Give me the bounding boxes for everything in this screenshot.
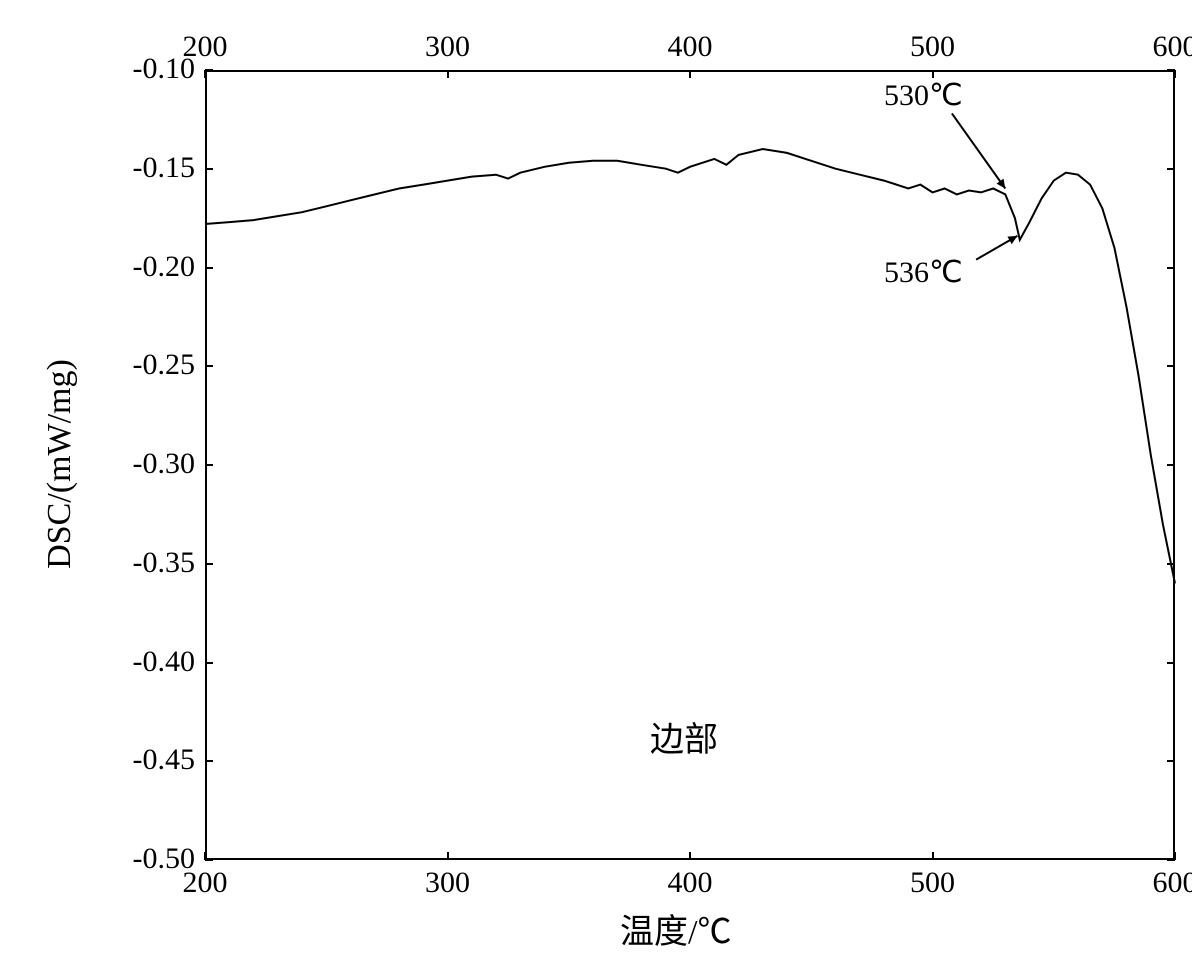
x-top-tick (1174, 70, 1176, 78)
y-tick-right (1167, 168, 1175, 170)
y-tick-right (1167, 563, 1175, 565)
y-tick-label: -0.20 (133, 250, 196, 284)
x-bottom-tick (689, 852, 691, 860)
x-top-tick-label: 300 (418, 30, 478, 64)
x-bottom-tick-label: 300 (418, 866, 478, 900)
y-tick (205, 563, 213, 565)
y-tick (205, 760, 213, 762)
y-tick (205, 168, 213, 170)
y-tick (205, 662, 213, 664)
x-top-tick (204, 70, 206, 78)
x-top-tick-label: 500 (903, 30, 963, 64)
x-bottom-tick (932, 852, 934, 860)
y-tick-right (1167, 464, 1175, 466)
y-tick-label: -0.30 (133, 447, 196, 481)
y-tick-right (1167, 859, 1175, 861)
y-tick (205, 859, 213, 861)
x-bottom-tick (447, 852, 449, 860)
x-bottom-tick-label: 500 (903, 866, 963, 900)
y-tick (205, 69, 213, 71)
x-bottom-tick-label: 600 (1145, 866, 1192, 900)
series-label: 边部 (650, 712, 718, 761)
y-tick-right (1167, 267, 1175, 269)
y-tick (205, 267, 213, 269)
y-tick-label: -0.10 (133, 52, 196, 86)
annotation-1: 536℃ (884, 255, 963, 290)
y-tick-right (1167, 69, 1175, 71)
x-axis-title: 温度/℃ (620, 904, 731, 953)
x-top-tick (447, 70, 449, 78)
y-tick-label: -0.25 (133, 348, 196, 382)
y-tick-right (1167, 662, 1175, 664)
y-tick-right (1167, 365, 1175, 367)
x-top-tick-label: 400 (660, 30, 720, 64)
x-top-tick-label: 600 (1145, 30, 1192, 64)
y-tick-label: -0.15 (133, 151, 196, 185)
y-axis-title: DSC/(mW/mg) (41, 344, 79, 584)
y-tick-label: -0.35 (133, 546, 196, 580)
y-tick-label: -0.40 (133, 645, 196, 679)
x-top-tick (689, 70, 691, 78)
y-tick-label: -0.45 (133, 743, 196, 777)
x-bottom-tick-label: 400 (660, 866, 720, 900)
dsc-chart: DSC/(mW/mg) 温度/℃ 边部 20030040050060020030… (0, 0, 1192, 956)
y-tick (205, 365, 213, 367)
y-tick-label: -0.50 (133, 842, 196, 876)
annotation-0: 530℃ (884, 78, 963, 113)
y-tick-right (1167, 760, 1175, 762)
y-tick (205, 464, 213, 466)
